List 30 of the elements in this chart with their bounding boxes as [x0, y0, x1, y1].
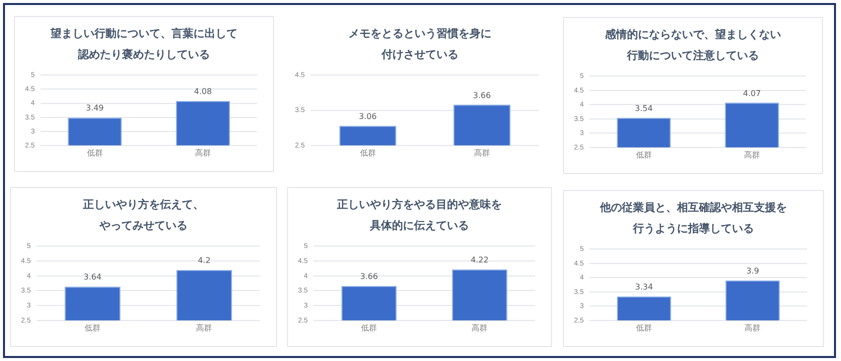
chart-title: 他の従業員と、相互確認や相互支援を行うように指導している: [598, 200, 788, 237]
x-tick-label: 低群: [360, 148, 376, 158]
data-label: 4.07: [743, 88, 761, 98]
x-tick-label: 低群: [84, 323, 101, 332]
data-label: 3.49: [86, 104, 104, 113]
chart-title: 感情的にならないで、望ましくない行動について注意している: [604, 27, 782, 64]
x-tick-label: 低群: [86, 148, 103, 158]
x-tick-label: 高群: [744, 323, 761, 332]
chart-title: 正しいやり方をやる目的や意味を具体的に伝えている: [336, 197, 503, 234]
x-tick-label: 低群: [636, 150, 652, 160]
data-label: 3.66: [360, 272, 378, 282]
chart-title: 正しいやり方を伝えて、やってみせている: [82, 197, 205, 234]
data-label: 3.64: [84, 272, 102, 282]
chart-title: メモをとるという習慣を身に付けさせている: [348, 26, 492, 63]
x-tick-label: 高群: [474, 148, 490, 158]
chart-title: 望ましい行動について、言葉に出して認めたり褒めたりしている: [50, 26, 238, 63]
x-tick-label: 低群: [636, 323, 652, 332]
data-label: 4.08: [194, 87, 212, 96]
x-tick-label: 高群: [472, 323, 488, 332]
data-label: 3.54: [634, 104, 653, 113]
x-tick-label: 高群: [196, 323, 212, 332]
x-tick-label: 低群: [361, 323, 378, 332]
data-label: 3.06: [358, 112, 377, 121]
x-tick-label: 高群: [744, 150, 760, 160]
x-tick-label: 高群: [194, 148, 211, 158]
data-label: 3.66: [473, 90, 491, 100]
data-label: 4.22: [470, 255, 489, 264]
data-label: 3.9: [746, 266, 760, 276]
data-label: 3.34: [635, 282, 653, 292]
data-label: 4.2: [198, 256, 211, 266]
